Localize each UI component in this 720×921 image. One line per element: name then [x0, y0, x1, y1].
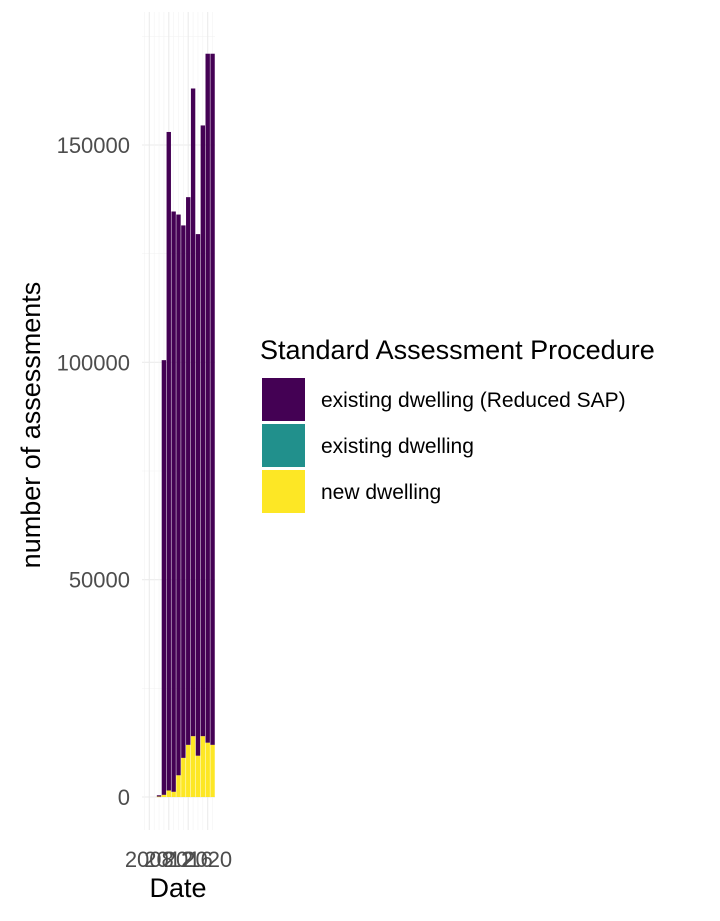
legend: Standard Assessment Procedure existing d…: [260, 335, 655, 513]
y-tick-label: 150000: [57, 133, 130, 158]
y-tick-label: 0: [118, 785, 130, 810]
bar-segment: [176, 214, 181, 776]
bar-segment: [200, 736, 206, 797]
bar-segment: [171, 211, 176, 792]
bar-segment: [210, 53, 215, 745]
legend-label: new dwelling: [321, 481, 441, 504]
y-tick-label: 100000: [57, 350, 130, 375]
bar-segment: [190, 88, 196, 737]
legend-label: existing dwelling (Reduced SAP): [321, 389, 626, 412]
bar-segment: [166, 790, 171, 797]
legend-title: Standard Assessment Procedure: [260, 335, 655, 365]
bar-segment: [171, 791, 176, 797]
legend-swatch: [262, 470, 305, 513]
bar-segment: [190, 736, 196, 797]
bar-segment: [156, 796, 162, 798]
legend-label: existing dwelling: [321, 435, 474, 458]
bar-segment: [205, 53, 210, 743]
x-axis-title: Date: [149, 873, 206, 903]
x-tick-label: 2008: [125, 847, 174, 872]
bar-segment: [195, 755, 201, 797]
bar-segment: [210, 744, 215, 797]
x-tick-label: 2016: [164, 847, 213, 872]
bar-segment: [156, 795, 162, 797]
bar-segment: [181, 225, 186, 758]
y-axis-title: number of assessments: [16, 282, 46, 569]
x-tick-label: 2012: [144, 847, 193, 872]
bar-segment: [176, 775, 181, 797]
bar-segment: [161, 794, 167, 797]
bar-segment: [186, 744, 191, 797]
legend-swatch: [262, 424, 305, 467]
bar-segment: [186, 197, 191, 745]
bar-segment: [200, 125, 206, 737]
bar-segment: [166, 131, 171, 791]
y-axis-ticks: 0 50000 100000 150000: [57, 133, 130, 810]
y-tick-label: 50000: [69, 568, 130, 593]
bar-segment: [181, 757, 186, 797]
legend-swatch: [262, 378, 305, 421]
bar-segment: [161, 360, 167, 795]
bars: [156, 53, 215, 798]
bar-segment: [195, 234, 201, 756]
bar-segment: [205, 742, 210, 797]
legend-items: existing dwelling (Reduced SAP) existing …: [262, 378, 626, 513]
x-tick-label: 2020: [183, 847, 232, 872]
